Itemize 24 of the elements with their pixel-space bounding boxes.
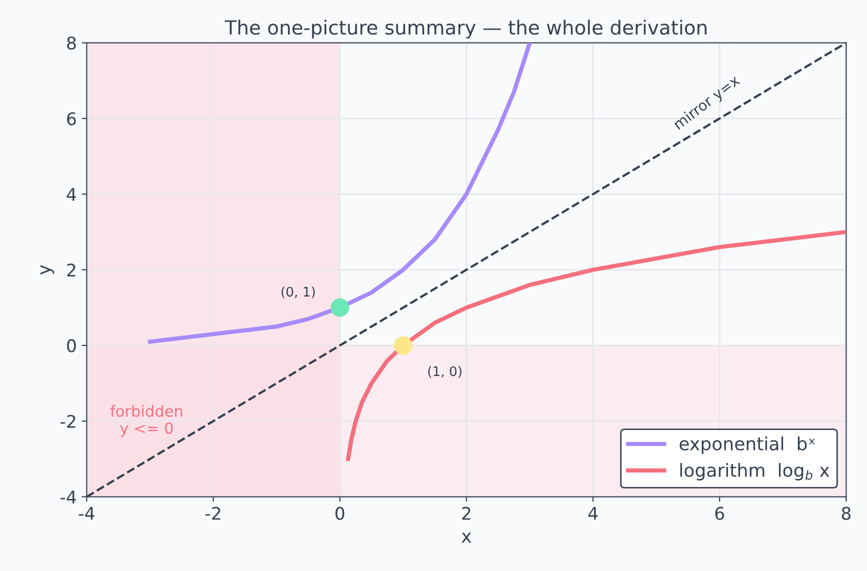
- line-series: [148, 42, 532, 344]
- x-tick-label: 8: [842, 506, 851, 520]
- y-tick-label: 6: [67, 112, 76, 126]
- y-tick-label: 0: [67, 339, 76, 352]
- x-tick-label: 0: [335, 506, 344, 520]
- x-tick-label: -4: [78, 507, 94, 520]
- x-tick-label: 2: [462, 506, 470, 520]
- y-tick-label: 4: [66, 188, 76, 201]
- y-tick-label: 2: [67, 264, 76, 276]
- legend-label: exponential bˣ: [680, 436, 815, 454]
- x-tick-label: 6: [715, 506, 724, 520]
- x-axis-title: x: [462, 532, 472, 543]
- x-tick-label: -2: [205, 506, 220, 520]
- data-label: (0, 1): [282, 286, 315, 298]
- y-tick-label: -4: [60, 490, 76, 504]
- line-series: [346, 230, 846, 462]
- legend-label: logarithm log$_{b}$ x: [680, 463, 830, 480]
- x-tick-label: 4: [588, 507, 598, 520]
- annotation: forbidden y <= 0: [110, 405, 182, 437]
- chart-title: The one-picture summary — the whole derivation: [224, 20, 706, 39]
- y-tick-label: 8: [67, 36, 76, 50]
- y-tick-label: -2: [60, 414, 76, 428]
- data-label: (1, 0): [428, 366, 462, 378]
- y-axis-title: y: [40, 264, 54, 275]
